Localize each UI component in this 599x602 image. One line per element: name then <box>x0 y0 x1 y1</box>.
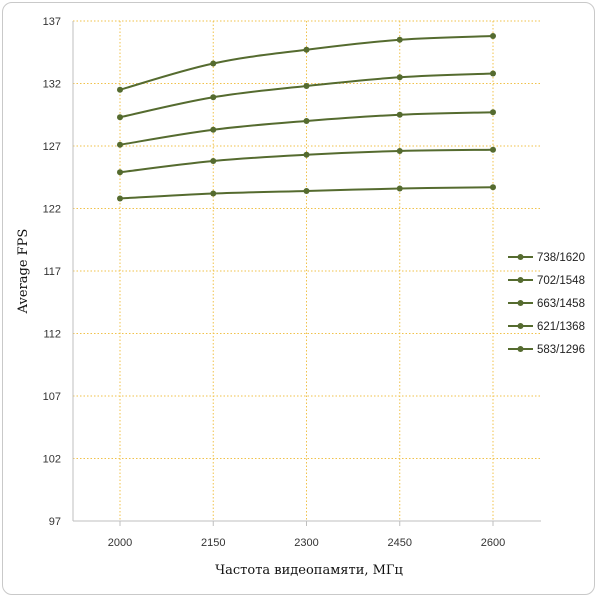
y-tick-label: 117 <box>43 266 61 278</box>
y-tick-label: 97 <box>49 516 61 528</box>
data-point <box>303 46 310 53</box>
legend: 738/1620 702/1548 663/1458 621/1368 583/1296 <box>508 252 585 356</box>
series-lines <box>117 33 496 202</box>
legend-marker <box>517 254 524 260</box>
y-tick-label: 107 <box>43 391 61 403</box>
line-chart: 97 102 107 112 117 122 127 132 137 2000 2150 2300 24… <box>16 16 585 578</box>
y-tick-label: 137 <box>43 16 61 28</box>
data-point <box>117 114 123 121</box>
tick-labels: 97 102 107 112 117 122 127 132 137 2000 2150 2300 24… <box>43 16 506 549</box>
data-point <box>117 195 123 202</box>
x-tick-label: 2300 <box>294 537 318 549</box>
x-axis-title: Частота видеопамяти, МГц <box>215 563 403 578</box>
legend-marker <box>517 346 524 352</box>
legend-label: 583/1296 <box>537 344 585 356</box>
data-point <box>303 118 310 124</box>
y-tick-label: 127 <box>43 141 61 153</box>
x-tick-label: 2000 <box>108 537 132 549</box>
data-point <box>117 169 123 176</box>
y-axis-title: Average FPS <box>16 229 31 315</box>
data-point <box>303 151 310 158</box>
legend-marker <box>517 300 524 306</box>
data-point <box>303 188 310 194</box>
y-tick-label: 102 <box>43 454 61 466</box>
legend-label: 702/1548 <box>537 275 585 287</box>
legend-label: 621/1368 <box>537 321 585 333</box>
data-point <box>396 36 403 43</box>
data-point <box>490 70 496 77</box>
data-point <box>210 158 217 164</box>
data-point <box>210 94 217 101</box>
y-tick-label: 112 <box>43 329 61 341</box>
data-point <box>396 148 403 154</box>
x-tick-label: 2450 <box>388 537 412 549</box>
legend-label: 738/1620 <box>537 252 585 264</box>
gridlines <box>73 20 541 521</box>
series-line <box>119 111 494 146</box>
x-tick-label: 2600 <box>481 537 505 549</box>
data-point <box>303 83 310 89</box>
data-point <box>490 184 496 191</box>
data-point <box>117 141 123 148</box>
legend-marker <box>517 323 524 329</box>
data-point <box>117 86 123 93</box>
data-point <box>490 109 496 116</box>
data-point <box>396 185 403 192</box>
data-point <box>210 126 217 133</box>
y-tick-label: 122 <box>43 204 61 216</box>
data-point <box>490 146 496 153</box>
data-point <box>490 33 496 39</box>
legend-label: 663/1458 <box>537 298 585 310</box>
data-point <box>210 60 217 67</box>
data-point <box>210 190 217 197</box>
legend-marker <box>517 277 524 283</box>
x-tick-label: 2150 <box>201 537 225 549</box>
data-point <box>396 74 403 81</box>
data-point <box>396 111 403 118</box>
y-tick-label: 132 <box>43 79 61 91</box>
axes <box>72 21 541 526</box>
chart-frame: 97 102 107 112 117 122 127 132 137 2000 2150 2300 24… <box>2 2 595 595</box>
